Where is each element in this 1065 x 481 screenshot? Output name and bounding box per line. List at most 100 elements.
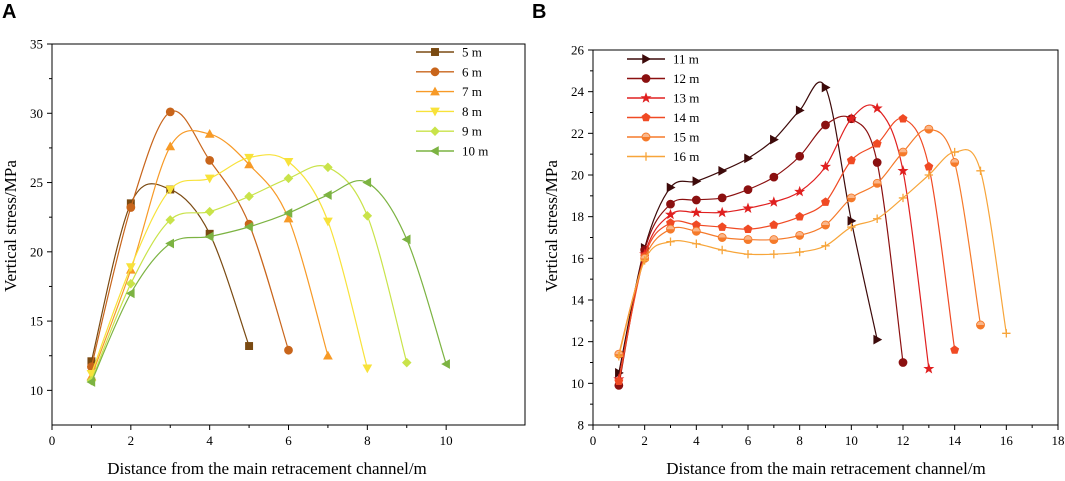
panel-b-x-tick-label: 2 xyxy=(641,433,648,448)
panel-b-data-point xyxy=(950,158,960,167)
panel-b-data-point xyxy=(640,256,649,265)
panel-a-y-axis-title: Vertical stress/MPa xyxy=(1,160,20,292)
panel-b-y-tick-label: 26 xyxy=(571,43,585,58)
panel-b-x-tick-label: 12 xyxy=(897,433,910,448)
panel-b-legend-item: 12 m xyxy=(627,71,699,86)
panel-a-x-tick-label: 6 xyxy=(285,433,292,448)
panel-a-data-point xyxy=(362,177,372,188)
panel-a-series-line xyxy=(90,110,290,367)
panel-b-data-point xyxy=(743,249,753,259)
panel-a-data-point xyxy=(204,174,215,184)
panel-a-data-point xyxy=(283,213,294,223)
panel-a-legend-item: 7 m xyxy=(416,84,482,99)
panel-b-y-tick-label: 10 xyxy=(571,376,584,391)
panel-b-data-point xyxy=(743,235,753,245)
panel-b-legend-marker xyxy=(640,92,652,103)
panel-b-data-point xyxy=(819,160,832,172)
panel-a-legend-marker xyxy=(431,48,439,56)
panel-a-legend-marker xyxy=(430,86,440,96)
panel-a-x-tick-label: 10 xyxy=(440,433,453,448)
panel-b-data-point xyxy=(872,139,882,148)
panel-b-data-point xyxy=(821,120,830,130)
panel-b-data-point xyxy=(690,206,702,218)
panel-b-legend-item: 11 m xyxy=(627,52,699,67)
panel-b-y-tick-label: 16 xyxy=(571,251,585,266)
panel-a-data-point xyxy=(244,191,254,202)
panel-a-series-6m xyxy=(87,107,293,372)
panel-b-series-14m xyxy=(614,114,960,386)
panel-a-data-point xyxy=(125,288,135,299)
panel-a-legend-label: 5 m xyxy=(462,45,482,60)
panel-a-data-point xyxy=(323,162,333,173)
panel-b-y-tick-label: 12 xyxy=(571,334,584,349)
panel-b-legend-item: 16 m xyxy=(627,149,699,164)
panel-b-data-point xyxy=(691,226,701,236)
panel-b-series-line xyxy=(618,115,904,386)
panel-b-data-point xyxy=(898,358,908,367)
panel-b-data-point xyxy=(666,182,676,193)
panel-b-data-point xyxy=(924,124,934,134)
panel-b-data-point xyxy=(821,241,830,251)
panel-b-data-point xyxy=(666,199,675,209)
panel-a-y-tick-label: 25 xyxy=(30,175,43,190)
panel-a-data-point xyxy=(284,345,293,355)
panel-b-legend-marker xyxy=(641,132,651,142)
panel-b-data-point xyxy=(743,224,753,233)
panel-b-data-point xyxy=(691,195,701,205)
panel-b-data-point xyxy=(976,320,985,330)
panel-b-data-point xyxy=(795,151,805,161)
panel-b-data-point xyxy=(846,155,856,165)
panel-a-data-point xyxy=(322,190,332,200)
panel-a-x-tick-label: 8 xyxy=(364,433,371,448)
panel-b-series-line xyxy=(618,81,878,374)
panel-b-y-tick-label: 22 xyxy=(571,126,584,141)
panel-a-data-point xyxy=(205,155,215,165)
panel-b-legend-label: 15 m xyxy=(673,130,699,145)
panel-b-data-point xyxy=(769,249,779,259)
panel-b-data-point xyxy=(924,161,934,171)
panel-a-y-tick-label: 15 xyxy=(30,314,43,329)
panel-b-legend-marker xyxy=(641,152,651,161)
panel-a-legend-marker xyxy=(429,146,439,156)
panel-a-x-tick-label: 4 xyxy=(206,433,213,448)
panel-a-y-tick-label: 30 xyxy=(30,106,43,121)
panel-a-data-point xyxy=(165,107,175,117)
panel-b-data-point xyxy=(743,185,753,194)
panel-b-data-point xyxy=(821,197,830,206)
panel-b-y-axis-title: Vertical stress/MPa xyxy=(542,160,561,292)
panel-b-data-point xyxy=(873,334,883,345)
panel-a-legend-label: 8 m xyxy=(462,104,482,119)
panel-a-data-point xyxy=(204,231,214,242)
panel-b-x-tick-label: 18 xyxy=(1052,433,1065,448)
panel-a-plot-area: 0 2 4 6 8 10 10 15 20 25 30 35 5 m 6 m 7 m 8 m 9 m 10 m xyxy=(30,37,526,448)
panel-a-data-point xyxy=(245,342,254,350)
panel-a-legend-label: 7 m xyxy=(462,84,482,99)
panel-b-data-point xyxy=(768,196,780,207)
panel-b-y-tick-label: 24 xyxy=(571,84,585,99)
panel-b-data-point xyxy=(614,352,624,361)
panel-a-data-point xyxy=(441,359,450,369)
panel-b-data-point xyxy=(872,214,882,223)
panel-b-data-point xyxy=(845,112,857,124)
panel-b-data-point xyxy=(950,147,959,157)
panel-b-data-point xyxy=(795,105,805,116)
panel-a-x-axis-title: Distance from the main retracement chann… xyxy=(107,459,427,478)
panel-a-data-point xyxy=(401,234,411,245)
panel-b-x-tick-label: 14 xyxy=(948,433,962,448)
panel-a-series-line xyxy=(90,180,447,383)
panel-b-data-point xyxy=(718,165,728,176)
panel-b-legend-label: 11 m xyxy=(673,52,699,67)
panel-b-legend-label: 13 m xyxy=(673,91,699,106)
panel-b-data-point xyxy=(898,193,908,203)
panel-a-data-point xyxy=(244,159,254,169)
panel-b-y-tick-label: 8 xyxy=(578,418,585,433)
panel-a-data-point xyxy=(125,263,136,273)
panel-b-legend-marker xyxy=(641,112,651,122)
panel-b-data-point xyxy=(872,158,882,167)
panel-b-data-point xyxy=(924,170,934,180)
panel-b-data-point xyxy=(795,230,805,240)
panel-a-data-point xyxy=(126,203,136,212)
panel-b-series-line xyxy=(618,117,956,382)
